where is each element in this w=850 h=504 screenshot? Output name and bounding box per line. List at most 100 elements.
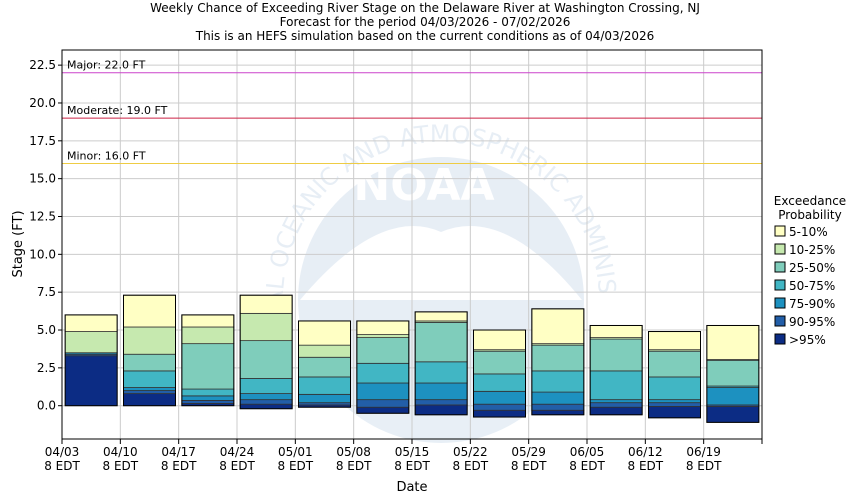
bar-segment	[64, 331, 118, 354]
bar-week-5	[298, 320, 351, 408]
x-tick-label-tz: 8 EDT	[103, 459, 139, 473]
x-tick-label-tz: 8 EDT	[278, 459, 314, 473]
noaa-logo-text: NOAA	[353, 160, 494, 211]
bar-outline	[589, 324, 643, 416]
bar-outline	[648, 331, 701, 419]
y-tick-label: 0.0	[37, 399, 56, 413]
legend-items: 5-10% 10-25% 25-50% 50-75% 75-90% 90-95% >95%	[774, 225, 835, 347]
bar-segment	[356, 320, 410, 335]
x-tick-label-date: 06/12	[628, 445, 663, 459]
bar-segment	[414, 311, 468, 322]
threshold-lines: Major: 22.0 FT Moderate: 19.0 FT Minor: 16…	[62, 59, 762, 165]
x-tick-label-date: 04/17	[161, 445, 196, 459]
x-axis-label: Date	[396, 480, 427, 495]
legend-swatch	[774, 297, 786, 309]
x-tick-label-tz: 8 EDT	[336, 459, 372, 473]
bar-week-3	[181, 314, 235, 407]
y-tick-label: 15.0	[29, 172, 56, 186]
bar-segment	[473, 403, 526, 411]
legend-label: >95%	[789, 333, 826, 347]
legend-label: 50-75%	[789, 279, 835, 293]
bar-segment	[181, 388, 235, 397]
x-tick-label-date: 04/24	[220, 445, 255, 459]
threshold-label: Minor: 16.0 FT	[67, 150, 146, 163]
bar-segment	[706, 406, 760, 423]
bar-segment	[473, 373, 526, 392]
bar-segment	[473, 350, 526, 375]
x-tick-label-date: 05/22	[453, 445, 488, 459]
legend-swatch	[774, 225, 786, 237]
bar-week-9	[531, 308, 585, 416]
bar-segment	[589, 402, 643, 408]
bars-layer	[64, 294, 760, 423]
bar-segment	[298, 356, 351, 378]
legend-swatch	[774, 261, 786, 273]
bar-segment	[123, 370, 176, 388]
chart-title: Weekly Chance of Exceeding River Stage o…	[150, 1, 700, 43]
bar-segment	[356, 399, 410, 408]
bar-segment	[589, 370, 643, 401]
x-tick-label-tz: 8 EDT	[394, 459, 430, 473]
x-tick-label-tz: 8 EDT	[219, 459, 255, 473]
bar-segment	[531, 370, 585, 393]
bar-week-8	[473, 329, 526, 418]
bar-segment	[473, 409, 526, 418]
bar-segment	[181, 395, 235, 401]
bar-segment	[123, 387, 176, 391]
bar-segment	[181, 400, 235, 404]
bar-segment	[648, 376, 701, 401]
bar-segment	[64, 355, 118, 407]
bar-segment	[123, 294, 176, 328]
legend-title-line-2: Probability	[778, 208, 841, 222]
y-tick-label: 22.5	[29, 58, 56, 72]
bar-segment	[706, 325, 760, 360]
bar-segment	[64, 314, 118, 332]
bar-segment	[414, 382, 468, 401]
bar-segment	[123, 393, 176, 407]
y-tick-label: 7.5	[37, 285, 56, 299]
legend-swatch	[774, 315, 786, 327]
x-tick-label-date: 04/03	[45, 445, 80, 459]
bar-outline	[706, 324, 760, 423]
bar-segment	[123, 326, 176, 355]
legend-swatch	[774, 333, 786, 345]
x-tick-label-tz: 8 EDT	[44, 459, 80, 473]
x-tick-label-tz: 8 EDT	[511, 459, 547, 473]
bar-segment	[414, 404, 468, 416]
legend-label: 75-90%	[789, 297, 835, 311]
bar-segment	[414, 361, 468, 384]
x-tick-label-tz: 8 EDT	[686, 459, 722, 473]
bar-segment	[706, 359, 760, 387]
bar-segment	[473, 390, 526, 405]
x-tick-label-date: 06/05	[570, 445, 605, 459]
bar-segment	[298, 393, 351, 404]
y-tick-label: 2.5	[37, 361, 56, 375]
legend-label: 90-95%	[789, 315, 835, 329]
threshold-label: Moderate: 19.0 FT	[67, 104, 168, 117]
bar-outline	[181, 314, 235, 407]
bar-segment	[239, 294, 293, 314]
bar-week-11	[648, 331, 701, 419]
bar-outline	[123, 294, 176, 407]
chart-title-line-2: Forecast for the period 04/03/2026 - 07/…	[280, 15, 571, 29]
x-tick-label-date: 05/15	[395, 445, 430, 459]
legend: Exceedance Probability 5-10% 10-25% 25-50%…	[774, 194, 846, 347]
y-tick-label: 12.5	[29, 209, 56, 223]
legend-label: 10-25%	[789, 243, 835, 257]
bar-segment	[356, 382, 410, 401]
x-tick-label-date: 04/10	[103, 445, 138, 459]
bar-outline	[298, 320, 351, 408]
y-tick-label: 10.0	[29, 247, 56, 261]
bar-segment	[531, 403, 585, 411]
y-tick-label: 5.0	[37, 323, 56, 337]
x-tick-label-date: 05/29	[511, 445, 546, 459]
y-axis: 0.0 2.5 5.0 7.5 10.0 12.5 15.0 17.5 20.0 22.5	[29, 58, 62, 413]
bar-week-1	[64, 314, 118, 407]
bar-segment	[181, 314, 235, 328]
legend-title-line-1: Exceedance	[774, 194, 846, 208]
bar-outline	[64, 314, 118, 407]
bar-segment	[239, 378, 293, 394]
bar-outline	[239, 294, 293, 410]
x-tick-label-tz: 8 EDT	[628, 459, 664, 473]
